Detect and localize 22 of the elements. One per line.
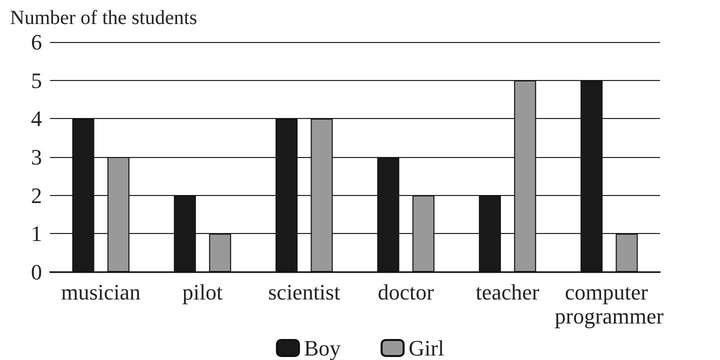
bar (412, 195, 434, 272)
y-tick-label: 5 (31, 68, 42, 93)
x-tick-label: computer programmer (554, 280, 664, 328)
x-tick-label: teacher (476, 280, 540, 304)
x-tick-label: scientist (268, 280, 340, 304)
legend-label: Boy (304, 336, 341, 360)
bar (514, 80, 536, 272)
y-tick-label: 2 (31, 182, 42, 208)
y-tick-label: 1 (31, 221, 42, 246)
y-tick-label: 4 (31, 106, 42, 132)
y-tick-label: 0 (31, 260, 42, 284)
y-tick-label: 3 (31, 144, 42, 170)
legend-label: Girl (408, 336, 444, 360)
bar (107, 157, 130, 272)
bar (209, 234, 232, 272)
x-tick-label: pilot (182, 280, 223, 304)
y-axis-title: Number of the students (10, 7, 198, 29)
y-tick-label: 6 (31, 30, 42, 54)
x-tick-label: doctor (378, 280, 435, 304)
x-tick-label: musician (61, 280, 141, 304)
bar (616, 234, 638, 272)
bar (310, 118, 333, 272)
